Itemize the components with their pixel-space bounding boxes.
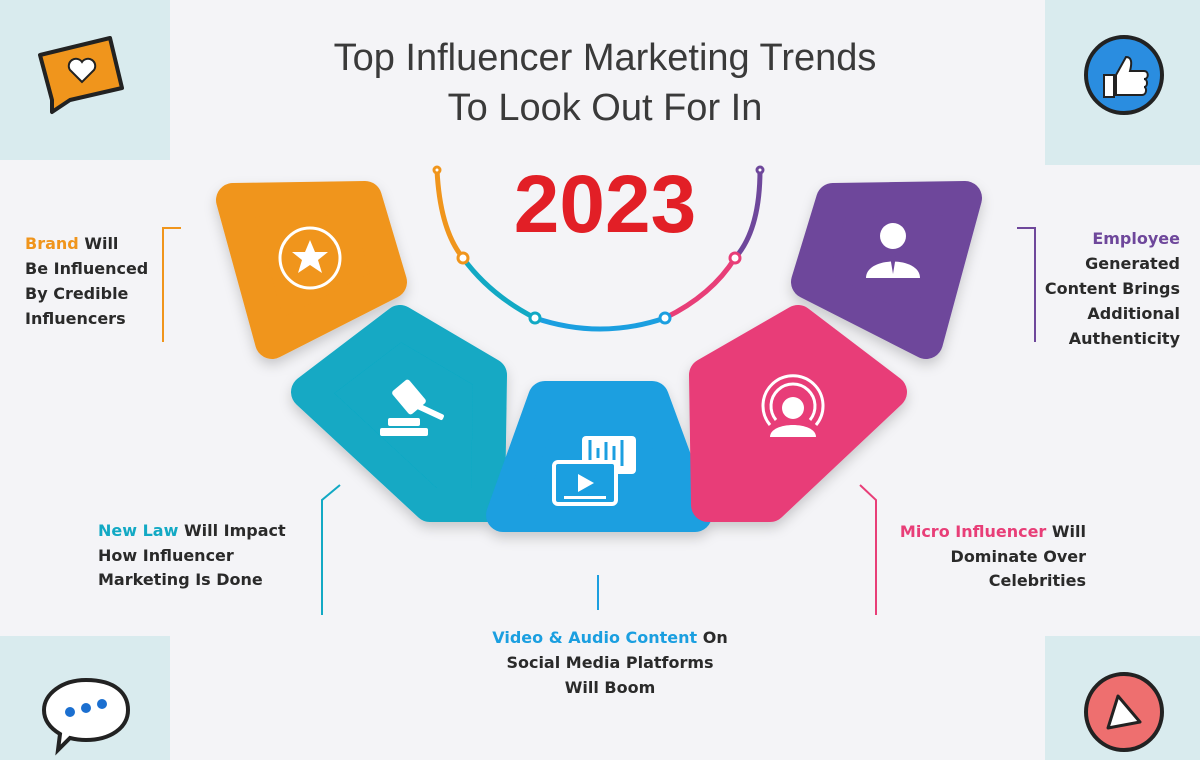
gavel-icon	[380, 379, 444, 436]
trend-line: Celebrities	[989, 571, 1086, 590]
trend-line: Social Media Platforms	[506, 653, 713, 672]
trend-line: Dominate Over	[951, 547, 1087, 566]
trend-line: Marketing Is Done	[98, 570, 263, 589]
influencer-icon	[761, 374, 825, 437]
connector	[321, 484, 341, 615]
trend-line: How Influencer	[98, 546, 234, 565]
trend-heading: New Law Will Impact	[98, 521, 286, 540]
star-icon	[278, 226, 342, 290]
trend-heading: Brand Will	[25, 234, 118, 253]
trend-line: Be Influenced	[25, 259, 148, 278]
chat-icon	[41, 677, 131, 756]
highlight: New Law	[98, 521, 179, 540]
highlight: Micro Influencer	[900, 522, 1047, 541]
trend-line: Will Boom	[565, 678, 656, 697]
trend-line: By Credible	[25, 284, 129, 303]
connector	[162, 227, 181, 342]
heading-rest: Will	[84, 234, 118, 253]
like-icon	[1084, 35, 1164, 115]
employee-icon	[866, 223, 920, 278]
card	[291, 305, 507, 522]
trend-line: Content Brings	[1045, 279, 1180, 298]
card	[216, 181, 407, 359]
trend-heading: Micro Influencer Will	[900, 522, 1086, 541]
heart-icon	[38, 36, 124, 114]
year: 2023	[514, 159, 696, 250]
title-line: To Look Out For In	[448, 87, 763, 129]
heading-rest: Will Impact	[184, 521, 286, 540]
arc	[434, 167, 763, 332]
trend-line: Generated	[1085, 254, 1180, 273]
trend-heading: Video & Audio Content On	[492, 628, 728, 647]
trend-heading: Employee	[1092, 229, 1180, 248]
trend-line: Authenticity	[1069, 329, 1181, 348]
heading-rest: Will	[1052, 522, 1086, 541]
heading-rest: On	[703, 628, 728, 647]
media-icon	[552, 436, 636, 506]
trend-line: Additional	[1087, 304, 1180, 323]
connector	[1017, 227, 1036, 342]
arc-dots	[432, 165, 765, 325]
title-line: Top Influencer Marketing Trends	[334, 37, 877, 79]
trend-line: Influencers	[25, 309, 126, 328]
highlight: Video & Audio Content	[492, 628, 697, 647]
play-icon	[1084, 672, 1164, 752]
highlight: Brand	[25, 234, 79, 253]
connector	[859, 484, 877, 615]
